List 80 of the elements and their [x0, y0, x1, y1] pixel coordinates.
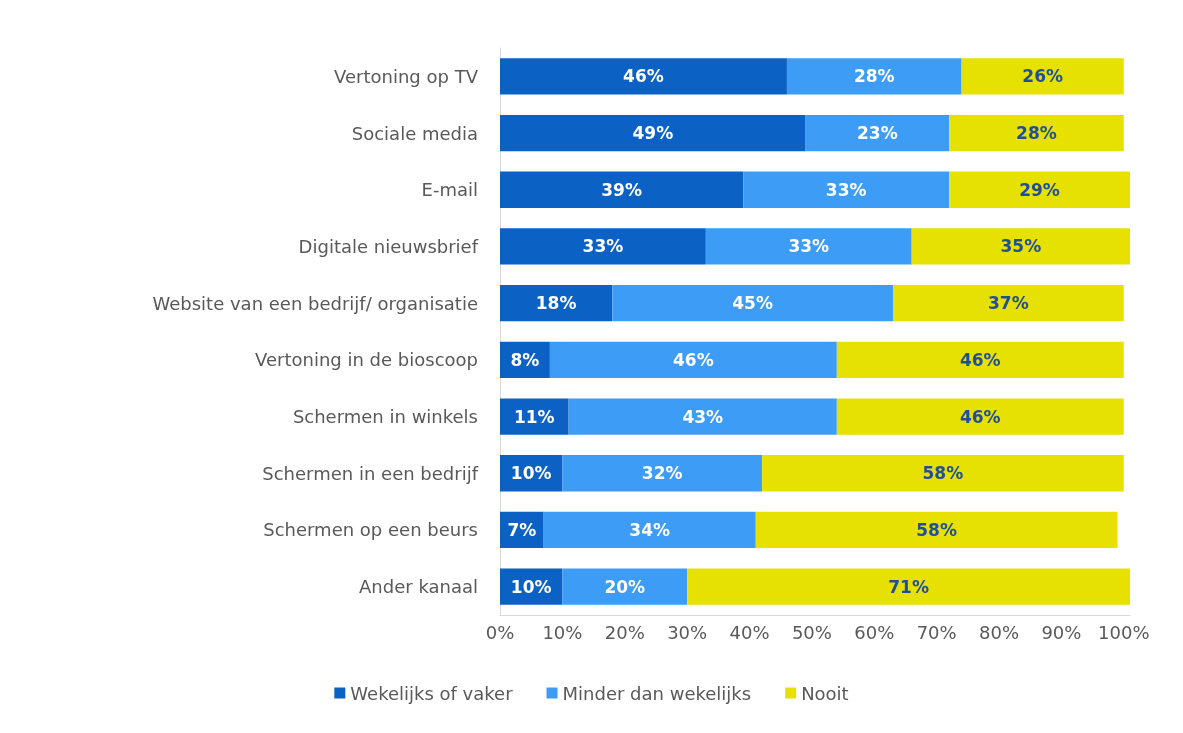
y-tick-label: Website van een bedrijf/ organisatie [152, 292, 478, 314]
data-label: 28% [853, 66, 895, 87]
bar [755, 511, 1118, 549]
legend-label: Minder dan wekelijks [562, 682, 752, 704]
bar [500, 58, 787, 95]
y-tick-label: Sociale media [351, 122, 478, 144]
bar [836, 398, 1124, 435]
data-label: 32% [641, 463, 683, 484]
y-tick-label: E-mail [421, 179, 478, 201]
legend-label: Wekelijks of vaker [350, 682, 514, 704]
y-tick-label: Vertoning in de bioscoop [255, 349, 478, 371]
bar [687, 568, 1130, 605]
legend-label: Nooit [801, 682, 849, 704]
data-label: 58% [922, 463, 964, 484]
data-label: 33% [582, 236, 624, 257]
data-label: 26% [1022, 66, 1064, 87]
y-tick-label: Schermen in een bedrijf [262, 462, 479, 484]
y-tick-label: Schermen in winkels [292, 406, 478, 428]
bar [500, 228, 706, 265]
data-label: 34% [629, 519, 671, 540]
data-label: 49% [632, 123, 674, 144]
x-tick-label: 90% [1041, 621, 1082, 643]
data-label: 23% [857, 123, 898, 144]
data-label: 7% [507, 519, 537, 540]
x-tick-label: 0% [485, 621, 515, 643]
bar [892, 285, 1124, 322]
y-tick-label: Ander kanaal [359, 576, 478, 598]
x-tick-label: 70% [916, 621, 957, 643]
bar [949, 171, 1130, 208]
data-label: 46% [959, 406, 1001, 427]
x-tick-label: 30% [667, 621, 708, 643]
data-label: 58% [916, 519, 957, 540]
data-label: 20% [604, 576, 646, 597]
data-label: 46% [959, 349, 1001, 370]
bar [743, 171, 950, 208]
bar [549, 341, 837, 378]
data-label: 46% [673, 349, 714, 370]
bar [786, 58, 962, 95]
data-label: 28% [1016, 123, 1057, 144]
data-label: 37% [988, 293, 1029, 314]
bar [500, 285, 613, 322]
x-tick-label: 20% [604, 621, 645, 643]
data-label: 11% [513, 406, 555, 427]
data-label: 46% [623, 66, 664, 87]
data-label: 39% [601, 179, 642, 200]
bar [500, 114, 806, 152]
data-label: 43% [682, 406, 724, 427]
data-label: 71% [888, 576, 929, 597]
bar [805, 114, 950, 152]
x-tick-label: 50% [791, 621, 832, 643]
data-label: 35% [1000, 236, 1042, 257]
data-label: 18% [535, 293, 577, 314]
data-label: 29% [1019, 179, 1060, 200]
data-label: 33% [788, 236, 830, 257]
x-tick-label: 60% [854, 621, 895, 643]
data-label: 10% [510, 463, 552, 484]
x-tick-label: 10% [542, 621, 583, 643]
x-tick-label: 100% [1098, 621, 1150, 643]
bar [500, 171, 744, 208]
data-label: 10% [510, 576, 552, 597]
y-tick-label: Digitale nieuwsbrief [298, 235, 479, 257]
y-tick-label: Vertoning op TV [334, 65, 479, 87]
bar [562, 455, 762, 492]
data-label: 33% [825, 179, 867, 200]
y-tick-label: Schermen op een beurs [263, 519, 478, 541]
data-label: 45% [732, 293, 773, 314]
x-tick-label: 40% [729, 621, 770, 643]
bar [836, 341, 1124, 378]
bar [961, 58, 1124, 95]
data-label: 8% [510, 349, 540, 370]
bar [761, 455, 1124, 492]
bar [568, 398, 837, 435]
bar [911, 228, 1130, 265]
x-tick-label: 80% [979, 621, 1020, 643]
bar [543, 511, 756, 549]
bar [949, 114, 1124, 152]
bar [612, 285, 893, 322]
bar [500, 398, 569, 435]
bar [562, 568, 688, 605]
bar [705, 228, 912, 265]
